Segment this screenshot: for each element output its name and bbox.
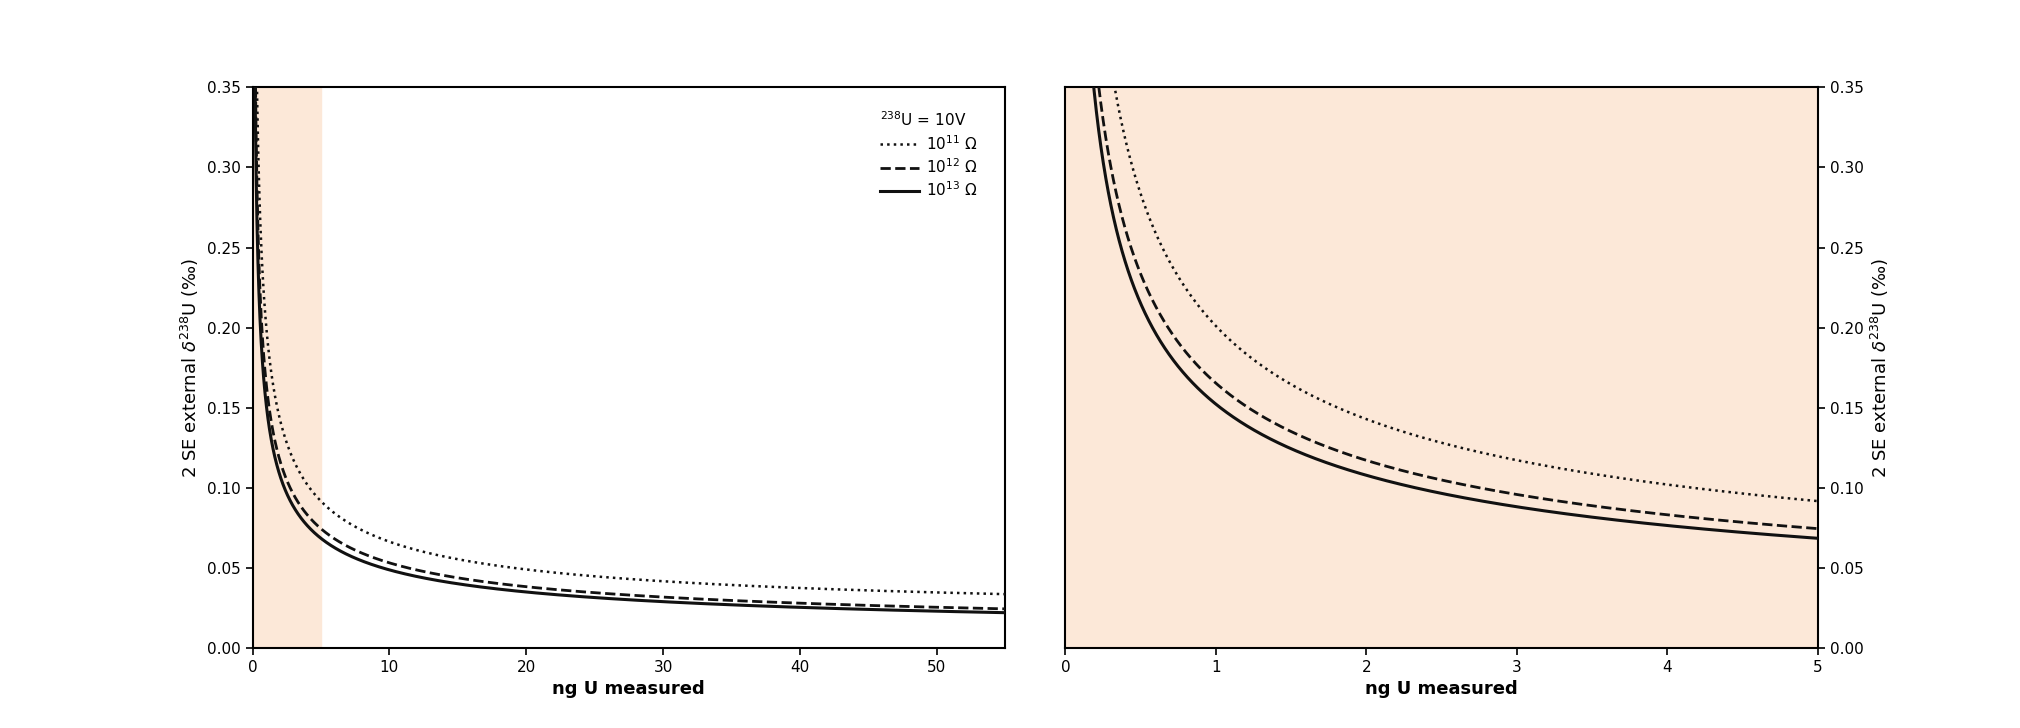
X-axis label: ng U measured: ng U measured [551, 680, 705, 698]
Bar [252, 87, 321, 648]
X-axis label: ng U measured: ng U measured [1366, 680, 1519, 698]
Legend: 10$^{11}$ Ω, 10$^{12}$ Ω, 10$^{13}$ Ω: 10$^{11}$ Ω, 10$^{12}$ Ω, 10$^{13}$ Ω [877, 106, 982, 204]
Y-axis label: 2 SE external $\delta^{238}$U (‰): 2 SE external $\delta^{238}$U (‰) [180, 258, 202, 478]
Y-axis label: 2 SE external $\delta^{238}$U (‰): 2 SE external $\delta^{238}$U (‰) [1868, 258, 1891, 478]
